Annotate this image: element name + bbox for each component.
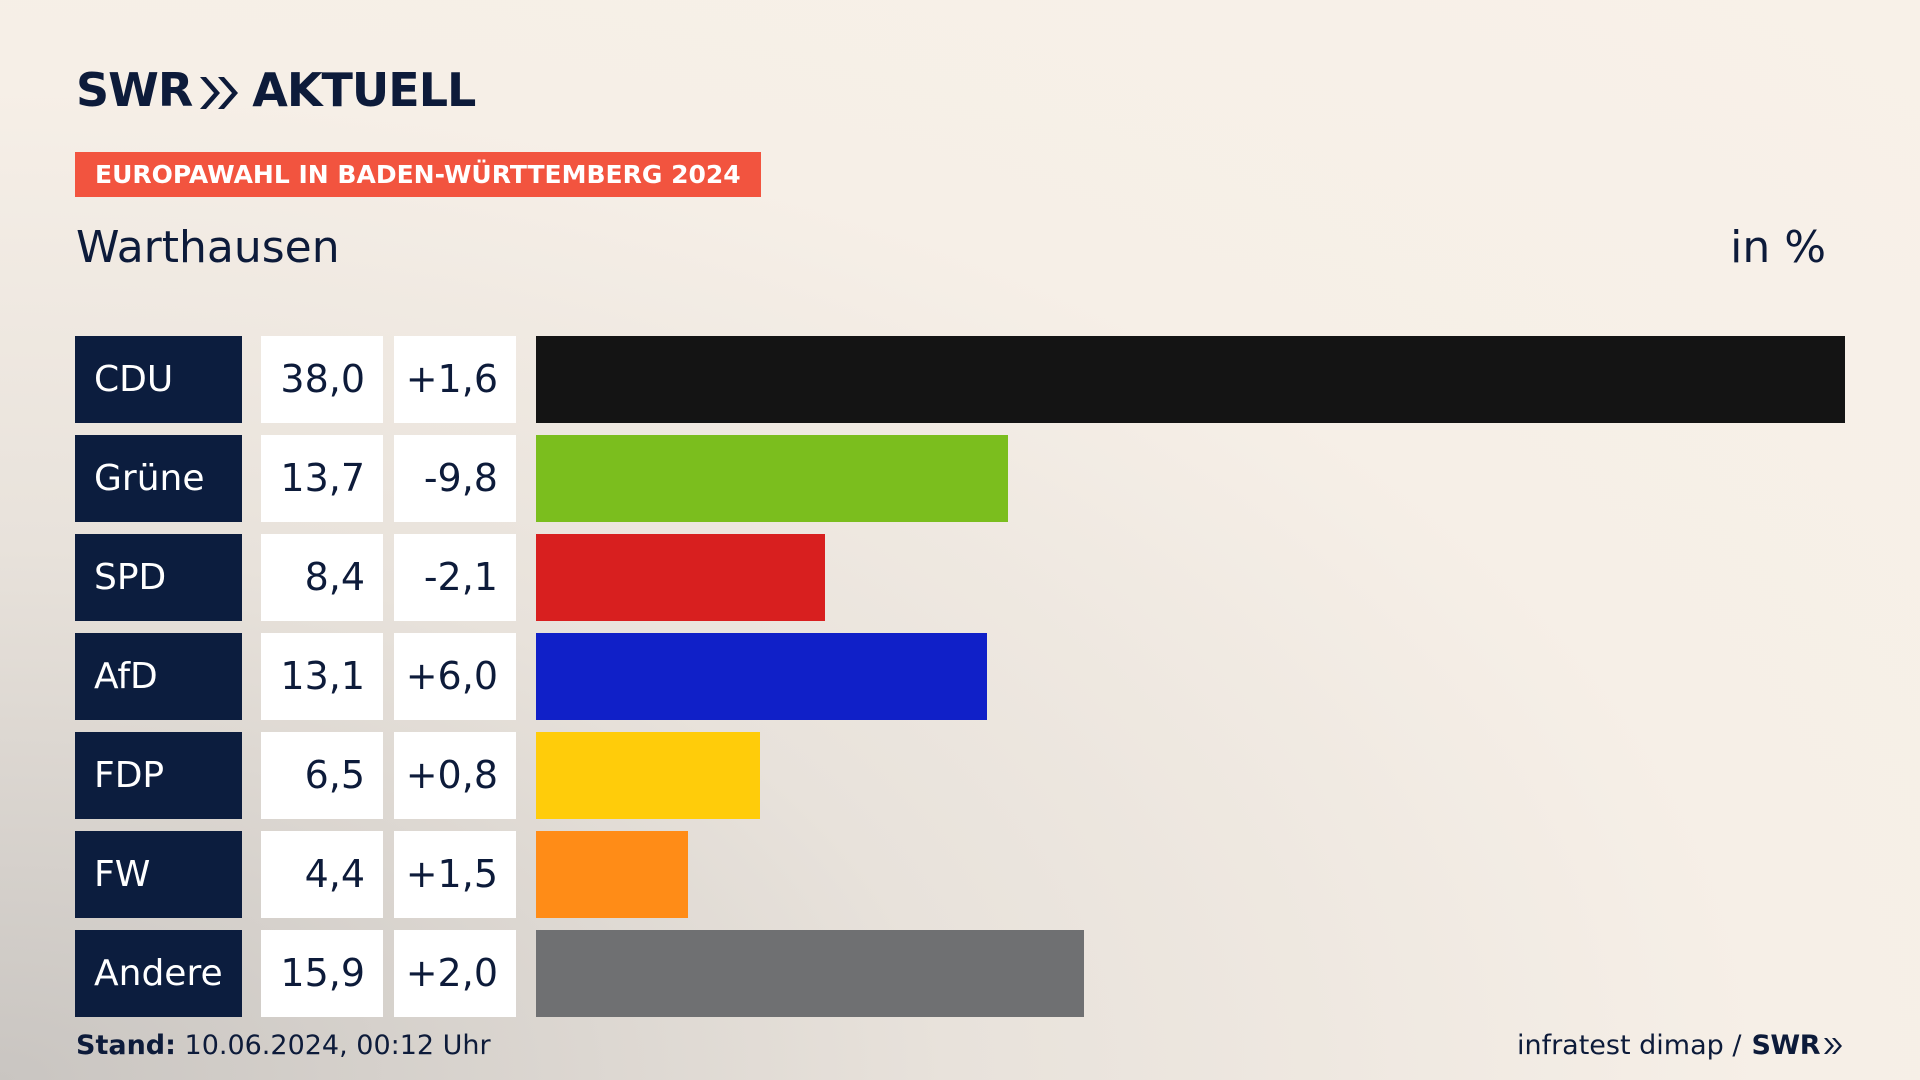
chart-row: SPD 8,4 -2,1: [75, 534, 1845, 621]
chart-row: FW 4,4 +1,5: [75, 831, 1845, 918]
value-label: 6,5: [261, 732, 383, 819]
party-label: Andere: [75, 930, 242, 1017]
bar: [536, 732, 760, 819]
source-text: infratest dimap /: [1516, 1030, 1742, 1061]
chart-row: AfD 13,1 +6,0: [75, 633, 1845, 720]
bar: [536, 633, 988, 720]
value-label: 13,1: [261, 633, 383, 720]
party-label: Grüne: [75, 435, 242, 522]
party-label: AfD: [75, 633, 242, 720]
bar: [536, 534, 826, 621]
party-label: SPD: [75, 534, 242, 621]
swr-mini-logo: SWR: [1751, 1030, 1844, 1061]
party-label: FW: [75, 831, 242, 918]
timestamp: Stand: 10.06.2024, 00:12 Uhr: [76, 1030, 491, 1061]
swr-aktuell-logo: SWR AKTUELL: [76, 63, 476, 117]
chart-row: FDP 6,5 +0,8: [75, 732, 1845, 819]
logo-aktuell-text: AKTUELL: [252, 63, 476, 117]
diff-label: +6,0: [394, 633, 516, 720]
bar: [536, 831, 688, 918]
diff-label: +1,6: [394, 336, 516, 423]
logo-swr-text: SWR: [76, 63, 193, 117]
stand-label: Stand:: [76, 1030, 176, 1061]
bar: [536, 930, 1084, 1017]
diff-label: -9,8: [394, 435, 516, 522]
election-tag: EUROPAWAHL IN BADEN-WÜRTTEMBERG 2024: [75, 152, 761, 197]
value-label: 38,0: [261, 336, 383, 423]
value-label: 4,4: [261, 831, 383, 918]
chart-row: Grüne 13,7 -9,8: [75, 435, 1845, 522]
source-credit: infratest dimap / SWR: [1517, 1030, 1844, 1061]
region-title: Warthausen: [76, 222, 340, 273]
chart-row: CDU 38,0 +1,6: [75, 336, 1845, 423]
double-chevron-right-icon: [1824, 1037, 1842, 1054]
value-label: 15,9: [261, 930, 383, 1017]
party-label: CDU: [75, 336, 242, 423]
bar: [536, 336, 1845, 423]
results-chart: CDU 38,0 +1,6 Grüne 13,7 -9,8 SPD 8,4 -2,1 AfD 13,…: [75, 336, 1845, 1029]
diff-label: +0,8: [394, 732, 516, 819]
chart-row: Andere 15,9 +2,0: [75, 930, 1845, 1017]
swr-mini-text: SWR: [1751, 1030, 1820, 1061]
diff-label: -2,1: [394, 534, 516, 621]
diff-label: +2,0: [394, 930, 516, 1017]
party-label: FDP: [75, 732, 242, 819]
bar: [536, 435, 1008, 522]
stand-value: 10.06.2024, 00:12 Uhr: [184, 1030, 491, 1061]
diff-label: +1,5: [394, 831, 516, 918]
value-label: 13,7: [261, 435, 383, 522]
value-label: 8,4: [261, 534, 383, 621]
unit-label: in %: [1730, 222, 1826, 273]
double-chevron-right-icon: [196, 70, 242, 110]
